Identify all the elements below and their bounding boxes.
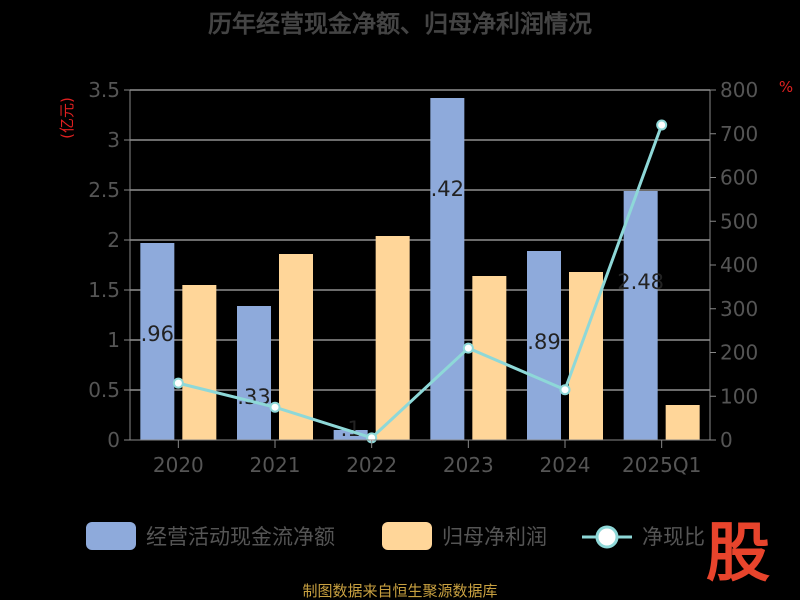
right-tick-label: 800: [720, 78, 758, 102]
bar-profit: [279, 254, 313, 440]
legend-swatch-cashflow: [86, 522, 136, 550]
x-axis: 2020 2021 2022 2023 2024 2025Q1: [130, 439, 710, 477]
right-tick-label: 700: [720, 122, 758, 146]
legend-label-ratio: 净现比: [642, 525, 705, 549]
left-tick-label: 2.5: [88, 178, 120, 202]
right-tick-label: 0: [720, 428, 733, 452]
x-tick-label: 2021: [250, 453, 301, 477]
left-tick-label: 3: [107, 128, 120, 152]
right-tick-label: 600: [720, 166, 758, 190]
legend-label-profit: 归母净利润: [442, 525, 547, 549]
left-axis-ticks: 0 0.5 1 1.5 2 2.5 3 3.5: [88, 78, 131, 452]
left-tick-label: 0: [107, 428, 120, 452]
right-tick-label: 400: [720, 253, 758, 277]
ratio-point: [172, 377, 184, 389]
data-labels: .96.33.1.42.892.48: [141, 177, 664, 441]
ratio-line: [172, 119, 668, 444]
x-tick-label: 2023: [443, 453, 494, 477]
x-tick-label: 2022: [346, 453, 397, 477]
x-tick-label: 2025Q1: [622, 453, 701, 477]
right-tick-label: 500: [720, 209, 758, 233]
ratio-line-path: [177, 124, 664, 440]
bar-cashflow: [623, 191, 658, 440]
x-tick-label: 2020: [153, 453, 204, 477]
bar-cashflow: [527, 251, 561, 440]
bars: [140, 98, 700, 440]
grid-lines: [130, 89, 710, 391]
data-label-cashflow: .42: [431, 177, 464, 201]
left-tick-label: 3.5: [88, 78, 120, 102]
legend: 经营活动现金流净额 归母净利润 净现比: [86, 522, 705, 550]
data-label-cashflow: .89: [527, 330, 560, 354]
left-tick-label: 1: [107, 328, 120, 352]
left-tick-label: 0.5: [88, 378, 120, 402]
ratio-point: [656, 119, 668, 131]
right-tick-label: 100: [720, 384, 758, 408]
right-axis-ticks: 0 100 200 300 400 500 600 700 800: [709, 78, 758, 452]
right-tick-label: 300: [720, 297, 758, 321]
legend-item-profit[interactable]: 归母净利润: [382, 522, 547, 550]
bar-cashflow: [333, 430, 368, 440]
right-tick-label: 200: [720, 341, 758, 365]
bar-cashflow: [237, 306, 271, 440]
legend-label-cashflow: 经营活动现金流净额: [146, 525, 335, 549]
left-tick-label: 1.5: [88, 278, 120, 302]
data-label-cashflow: 2.48: [617, 270, 664, 294]
legend-item-ratio[interactable]: 净现比: [582, 525, 705, 549]
data-label-cashflow: .1: [341, 417, 361, 441]
bar-cashflow: [430, 98, 465, 440]
ratio-point: [559, 384, 571, 396]
chart-title: 历年经营现金净额、归母净利润情况: [208, 10, 592, 38]
legend-marker-ratio: [595, 525, 619, 549]
bar-cashflow: [140, 243, 175, 440]
data-label-cashflow: .96: [141, 322, 174, 346]
watermark-logo: 股: [706, 517, 770, 591]
legend-swatch-profit: [382, 522, 432, 550]
ratio-point: [269, 401, 281, 413]
left-tick-label: 2: [107, 228, 120, 252]
bar-profit: [665, 405, 700, 440]
bar-profit: [375, 236, 410, 440]
x-tick-label: 2024: [540, 453, 591, 477]
source-note: 制图数据来自恒生聚源数据库: [302, 582, 497, 600]
left-axis-unit: (亿元): [58, 97, 76, 139]
bar-profit: [182, 285, 217, 440]
ratio-point: [462, 342, 474, 354]
legend-item-cashflow[interactable]: 经营活动现金流净额: [86, 522, 335, 550]
right-axis-unit: %: [779, 78, 793, 96]
